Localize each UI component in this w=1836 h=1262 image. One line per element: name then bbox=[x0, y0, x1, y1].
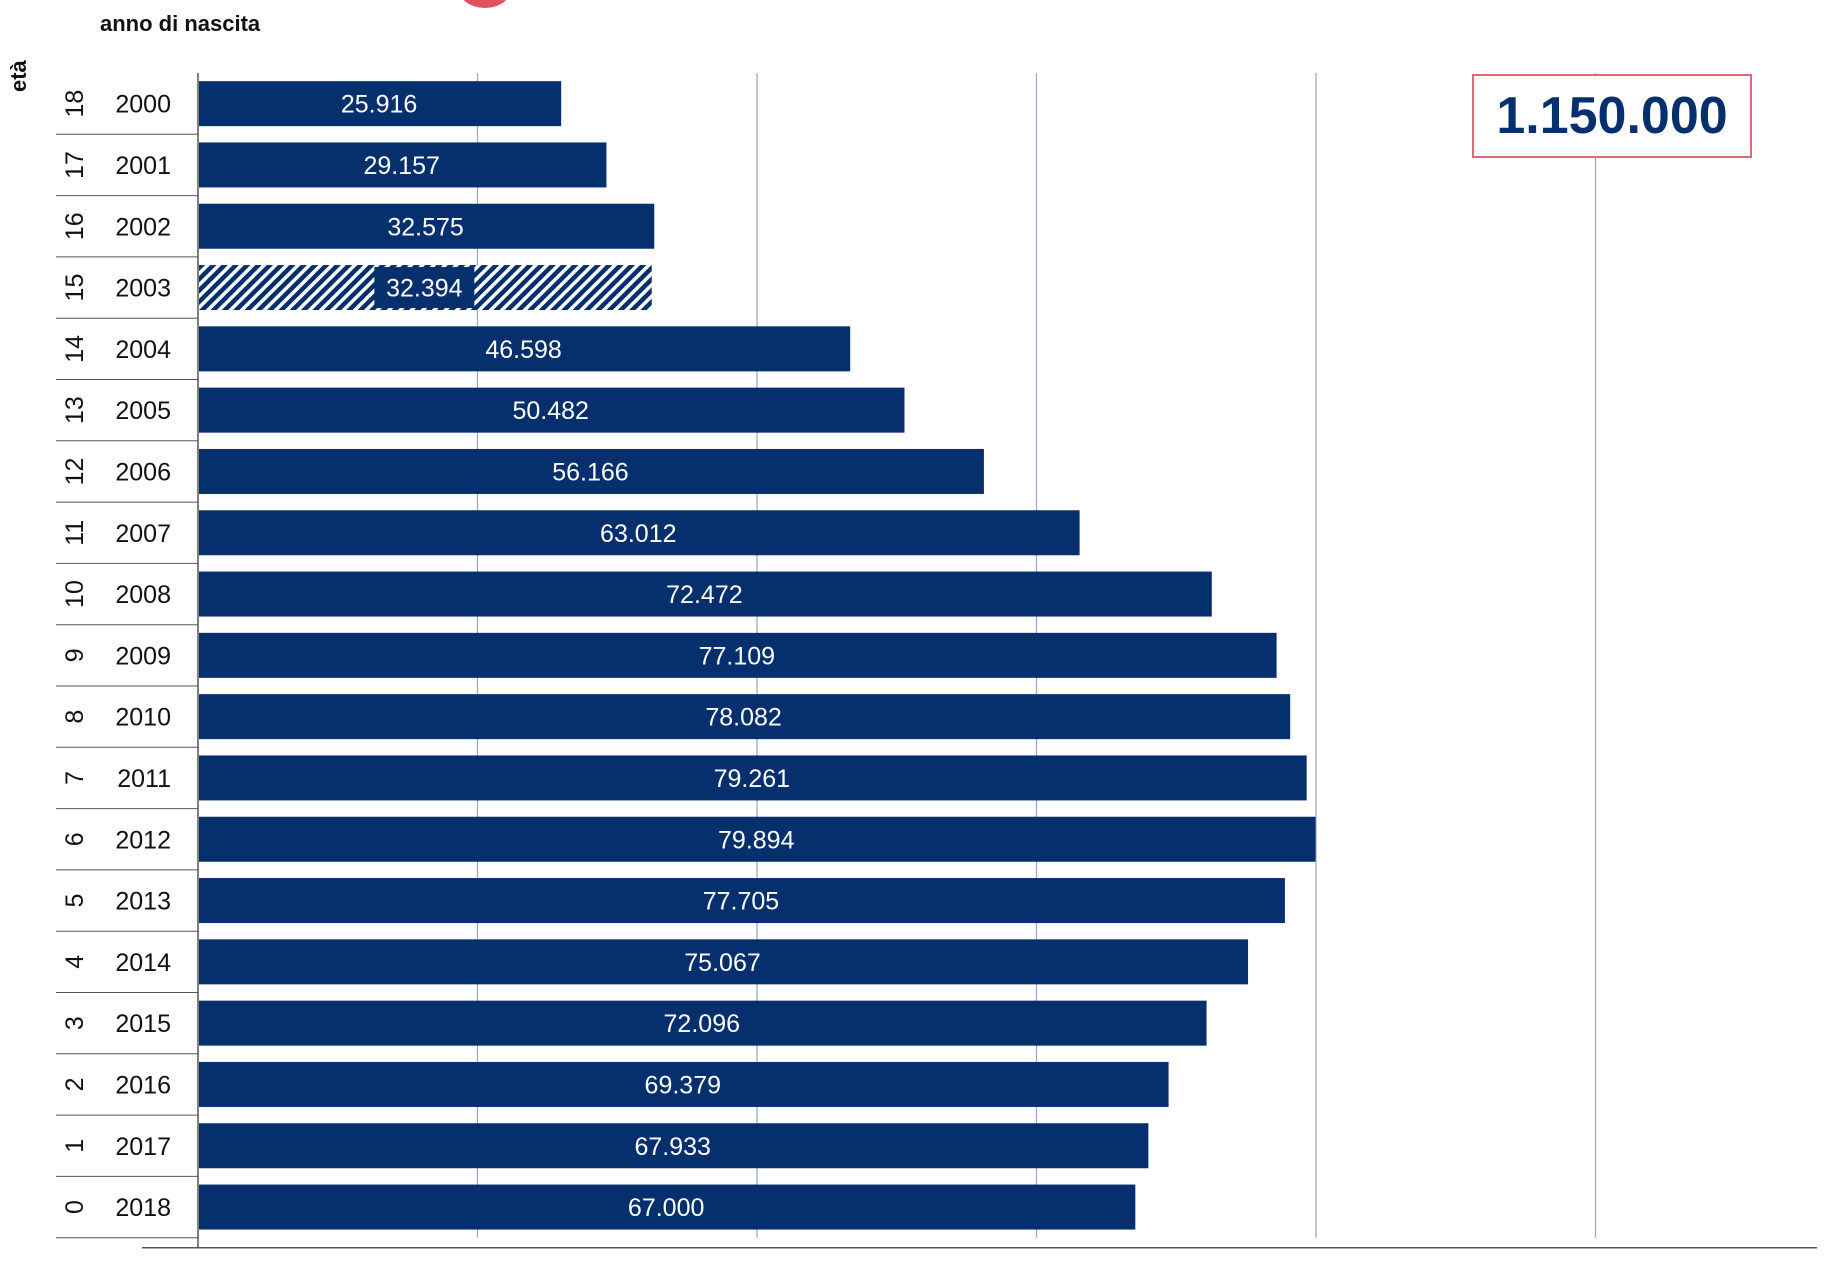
age-label: 8 bbox=[61, 710, 89, 724]
year-label: 2014 bbox=[115, 949, 171, 977]
bar-2001 bbox=[199, 142, 607, 188]
age-label: 16 bbox=[61, 212, 89, 240]
total-value: 1.150.000 bbox=[1496, 87, 1728, 145]
year-label: 2009 bbox=[115, 642, 171, 670]
bar-2009 bbox=[199, 632, 1277, 678]
bar-value-label: 63.012 bbox=[600, 520, 676, 548]
bar-2000 bbox=[199, 81, 562, 127]
age-label: 9 bbox=[61, 648, 89, 662]
bar-2015 bbox=[199, 1000, 1207, 1046]
year-label: 2000 bbox=[115, 91, 171, 119]
age-label: 2 bbox=[61, 1077, 89, 1091]
year-label: 2007 bbox=[115, 520, 171, 548]
age-label: 0 bbox=[61, 1200, 89, 1214]
age-label: 10 bbox=[61, 580, 89, 608]
year-label: 2018 bbox=[115, 1194, 171, 1222]
bar-value-label: 32.394 bbox=[386, 275, 463, 303]
year-label: 2006 bbox=[115, 458, 171, 486]
age-label: 14 bbox=[61, 335, 89, 363]
year-label: 2002 bbox=[115, 213, 171, 241]
bar-value-label: 32.575 bbox=[387, 213, 463, 241]
year-label: 2004 bbox=[115, 336, 171, 364]
age-label: 12 bbox=[61, 458, 89, 486]
bar-value-label: 67.000 bbox=[628, 1194, 704, 1222]
age-label: 13 bbox=[61, 396, 89, 424]
total-box: 1.150.000 bbox=[1472, 74, 1752, 158]
age-label: 7 bbox=[61, 771, 89, 785]
age-label: 6 bbox=[61, 832, 89, 846]
year-label: 2008 bbox=[115, 581, 171, 609]
bar-2014 bbox=[199, 939, 1249, 985]
age-label: 11 bbox=[61, 520, 89, 546]
age-label: 18 bbox=[61, 90, 89, 118]
year-label: 2011 bbox=[117, 765, 171, 793]
bar-value-label: 69.379 bbox=[645, 1071, 721, 1099]
year-label: 2003 bbox=[115, 275, 171, 303]
bar-2008 bbox=[199, 571, 1212, 617]
bar-2006 bbox=[199, 448, 984, 494]
age-label: 17 bbox=[61, 151, 89, 179]
age-label: 1 bbox=[61, 1139, 89, 1153]
bar-value-label: 77.109 bbox=[699, 642, 775, 670]
bar-2010 bbox=[199, 694, 1291, 740]
bar-2002 bbox=[199, 203, 655, 249]
bar-label-background bbox=[374, 267, 475, 309]
bar-value-label: 78.082 bbox=[705, 704, 781, 732]
year-label: 2017 bbox=[115, 1133, 171, 1161]
bar-2011 bbox=[199, 755, 1307, 801]
bar-value-label: 72.096 bbox=[664, 1010, 740, 1038]
bar-2007 bbox=[199, 510, 1080, 556]
bar-value-label: 46.598 bbox=[485, 336, 561, 364]
bar-2004 bbox=[199, 326, 851, 372]
year-label: 2001 bbox=[115, 152, 171, 180]
age-label: 5 bbox=[61, 894, 89, 908]
bar-value-label: 79.261 bbox=[714, 765, 790, 793]
bar-value-label: 29.157 bbox=[364, 152, 440, 180]
year-label: 2012 bbox=[115, 826, 171, 854]
bar-value-label: 72.472 bbox=[666, 581, 742, 609]
age-label: 15 bbox=[61, 274, 89, 302]
year-label: 2005 bbox=[115, 397, 171, 425]
bar-2017 bbox=[199, 1123, 1149, 1169]
age-label: 4 bbox=[61, 955, 89, 969]
year-label: 2013 bbox=[115, 888, 171, 916]
bar-value-label: 67.933 bbox=[634, 1133, 710, 1161]
bar-value-label: 77.705 bbox=[703, 888, 779, 916]
bar-2016 bbox=[199, 1061, 1169, 1107]
age-label: 3 bbox=[61, 1016, 89, 1030]
bar-2012 bbox=[199, 816, 1316, 862]
year-label: 2016 bbox=[115, 1071, 171, 1099]
bar-2013 bbox=[199, 878, 1285, 924]
bar-2005 bbox=[199, 387, 905, 433]
bar-value-label: 56.166 bbox=[552, 458, 628, 486]
category-axis-title: anno di nascita bbox=[100, 11, 261, 36]
year-label: 2015 bbox=[115, 1010, 171, 1038]
bar-2018 bbox=[199, 1184, 1136, 1230]
bar-value-label: 75.067 bbox=[684, 949, 760, 977]
bar-value-label: 25.916 bbox=[341, 91, 417, 119]
bar-value-label: 79.894 bbox=[718, 826, 795, 854]
bar-value-label: 50.482 bbox=[513, 397, 589, 425]
year-label: 2010 bbox=[115, 704, 171, 732]
